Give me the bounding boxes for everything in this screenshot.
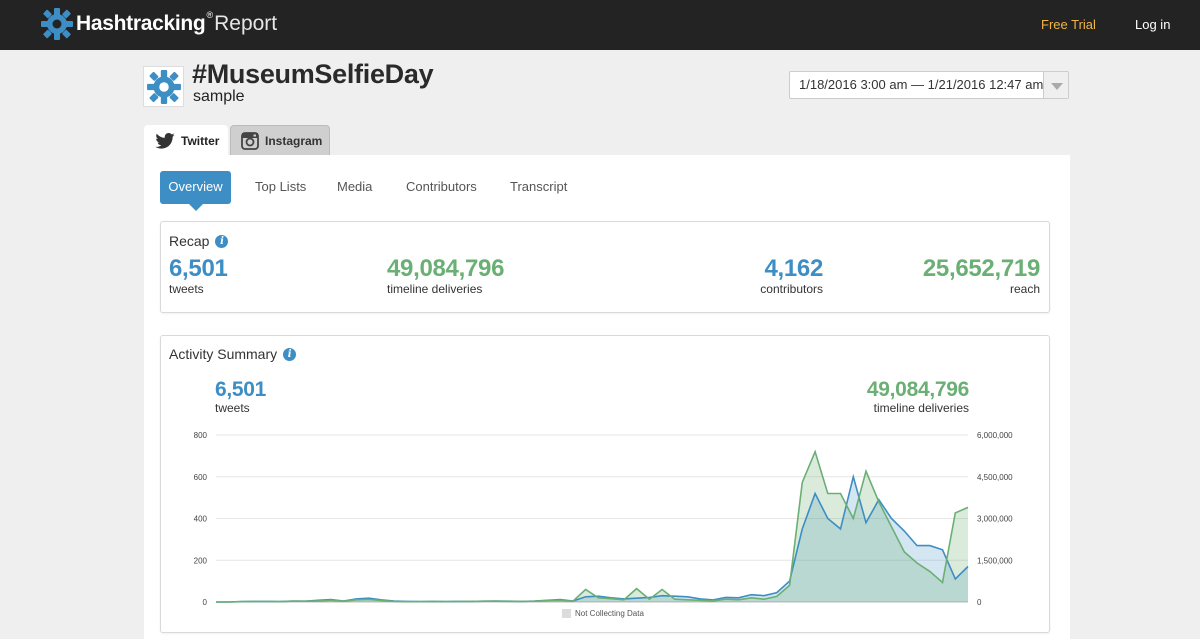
tab-instagram[interactable]: Instagram [230, 125, 330, 155]
stat-contributors-label: contributors [760, 282, 823, 296]
activity-tweets-label: tweets [215, 401, 250, 415]
subtab-top-lists[interactable]: Top Lists [255, 179, 307, 194]
login-link[interactable]: Log in [1135, 17, 1171, 32]
left-tick-label: 400 [194, 515, 208, 524]
stat-timeline-deliveries-value: 49,084,796 [387, 255, 505, 282]
stat-tweets-label: tweets [169, 282, 204, 296]
tab-instagram-label: Instagram [265, 133, 323, 148]
activity-tweets: 6,501 tweets [215, 378, 266, 415]
stat-reach-value: 25,652,719 [922, 255, 1040, 282]
stat-timeline-deliveries: 49,084,796 timeline deliveries [387, 255, 505, 297]
recap-title: Recap i [169, 233, 229, 249]
legend-swatch [562, 609, 571, 618]
subtab-transcript[interactable]: Transcript [510, 179, 568, 194]
activity-summary-title-text: Activity Summary [169, 346, 278, 362]
stat-tweets: 6,501 tweets [169, 255, 228, 297]
gear-logo-icon [41, 8, 73, 40]
info-icon[interactable]: i [283, 347, 297, 361]
instagram-camera-icon [241, 131, 259, 150]
left-tick-label: 200 [194, 556, 208, 565]
activity-timeline-deliveries-label: timeline deliveries [873, 401, 969, 415]
left-tick-label: 800 [194, 431, 208, 440]
top-navigation-bar: Hashtracking ® Report Free Trial Log in [0, 0, 1200, 50]
stat-tweets-value: 6,501 [169, 255, 228, 282]
gear-avatar-icon [146, 69, 181, 104]
activity-tweets-value: 6,501 [215, 378, 267, 401]
right-tick-label: 1,500,000 [977, 556, 1013, 565]
twitter-bird-icon [155, 132, 175, 149]
right-tick-label: 3,000,000 [977, 515, 1013, 524]
recap-title-text: Recap [169, 233, 210, 249]
recap-card [160, 221, 1050, 313]
tab-twitter-label: Twitter [181, 133, 220, 148]
stat-reach-label: reach [1009, 282, 1040, 296]
right-tick-label: 0 [977, 598, 982, 607]
stat-contributors: 4,162 contributors [742, 255, 823, 297]
right-tick-label: 4,500,000 [977, 473, 1013, 482]
brand-suffix: Report [214, 12, 278, 35]
stat-contributors-value: 4,162 [764, 255, 823, 282]
brand-registered-mark: ® [206, 10, 214, 20]
activity-summary-card [160, 335, 1050, 633]
legend-label: Not Collecting Data [575, 609, 644, 618]
chart-legend: Not Collecting Data [562, 609, 644, 618]
left-tick-label: 600 [194, 473, 208, 482]
activity-timeline-deliveries-value: 49,084,796 [866, 378, 969, 401]
info-icon[interactable]: i [215, 234, 229, 248]
right-tick-label: 6,000,000 [977, 431, 1013, 440]
free-trial-link[interactable]: Free Trial [1041, 17, 1096, 32]
subtab-contributors[interactable]: Contributors [406, 179, 477, 194]
date-range-select[interactable]: 1/18/2016 3:00 am — 1/21/2016 12:47 am [789, 71, 1069, 99]
activity-timeline-deliveries: 49,084,796 timeline deliveries [820, 378, 969, 415]
brand-logo[interactable]: Hashtracking ® Report [40, 5, 277, 43]
report-avatar [143, 66, 184, 107]
timeline-deliveries-line [216, 449, 969, 603]
stat-reach: 25,652,719 reach [890, 255, 1040, 297]
page-title: #MuseumSelfieDay [192, 59, 434, 89]
date-range-value: 1/18/2016 3:00 am — 1/21/2016 12:47 am [799, 77, 1044, 92]
left-tick-label: 0 [203, 598, 208, 607]
activity-chart: 800 6,000,000 600 4,500,000 400 3,000,000 200 1… [194, 431, 1014, 607]
stat-timeline-deliveries-label: timeline deliveries [387, 282, 483, 296]
subtab-media[interactable]: Media [337, 179, 373, 194]
page-subtitle: sample [193, 88, 245, 105]
tab-twitter[interactable]: Twitter [144, 125, 228, 156]
subtab-overview[interactable]: Overview [160, 171, 231, 211]
tweets-area [216, 476, 968, 602]
activity-summary-title: Activity Summary i [169, 346, 297, 362]
brand-name: Hashtracking [76, 12, 206, 35]
chevron-down-icon[interactable] [1043, 72, 1068, 98]
timeline-deliveries-area [216, 451, 968, 602]
